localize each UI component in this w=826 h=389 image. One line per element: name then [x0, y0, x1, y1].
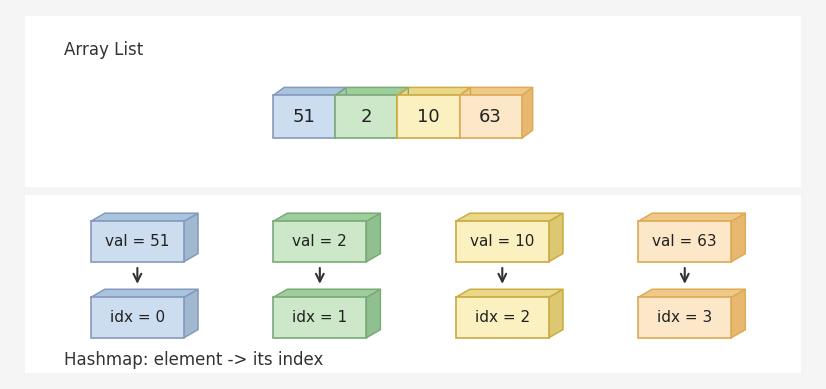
Bar: [91, 297, 184, 338]
Bar: [638, 221, 731, 261]
Bar: [335, 95, 397, 138]
Polygon shape: [184, 289, 198, 338]
Bar: [273, 297, 367, 338]
Text: 10: 10: [417, 108, 439, 126]
Text: idx = 0: idx = 0: [110, 310, 165, 325]
Polygon shape: [459, 88, 533, 95]
Polygon shape: [397, 88, 408, 138]
Polygon shape: [638, 289, 745, 297]
Polygon shape: [335, 88, 346, 138]
Polygon shape: [91, 289, 198, 297]
Text: idx = 1: idx = 1: [292, 310, 348, 325]
Polygon shape: [731, 289, 745, 338]
Text: Array List: Array List: [64, 41, 143, 59]
Text: 63: 63: [479, 108, 502, 126]
Polygon shape: [549, 213, 563, 261]
Text: val = 2: val = 2: [292, 234, 347, 249]
Polygon shape: [397, 88, 471, 95]
Polygon shape: [367, 289, 381, 338]
Text: idx = 3: idx = 3: [657, 310, 712, 325]
Bar: [273, 95, 335, 138]
Polygon shape: [367, 213, 381, 261]
Polygon shape: [549, 289, 563, 338]
Text: val = 51: val = 51: [105, 234, 169, 249]
Polygon shape: [456, 213, 563, 221]
Bar: [397, 95, 459, 138]
FancyBboxPatch shape: [21, 14, 805, 189]
Polygon shape: [335, 88, 408, 95]
Text: val = 10: val = 10: [470, 234, 534, 249]
Bar: [456, 297, 549, 338]
Polygon shape: [273, 88, 346, 95]
Bar: [456, 221, 549, 261]
Polygon shape: [638, 213, 745, 221]
Text: idx = 2: idx = 2: [475, 310, 529, 325]
Polygon shape: [731, 213, 745, 261]
Polygon shape: [184, 213, 198, 261]
Text: 51: 51: [293, 108, 316, 126]
Bar: [638, 297, 731, 338]
Polygon shape: [456, 289, 563, 297]
Polygon shape: [522, 88, 533, 138]
Polygon shape: [459, 88, 471, 138]
Polygon shape: [273, 213, 381, 221]
Text: val = 63: val = 63: [653, 234, 717, 249]
Polygon shape: [91, 213, 198, 221]
Text: Hashmap: element -> its index: Hashmap: element -> its index: [64, 351, 323, 369]
Polygon shape: [273, 289, 381, 297]
FancyBboxPatch shape: [21, 193, 805, 376]
Bar: [91, 221, 184, 261]
Text: 2: 2: [361, 108, 373, 126]
Bar: [273, 221, 367, 261]
Bar: [459, 95, 522, 138]
